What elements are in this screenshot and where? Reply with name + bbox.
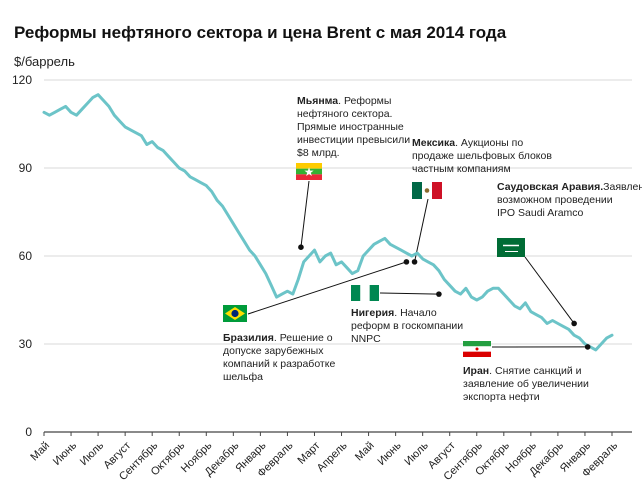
- x-tick-label: Апрель: [315, 439, 350, 474]
- annotation-text: Мексика. Аукционы по: [412, 137, 523, 149]
- annotation-line: шельфа: [223, 371, 263, 383]
- annotation-connector: [247, 261, 407, 315]
- flags: ★: [223, 163, 525, 357]
- annotation-point: [298, 244, 304, 250]
- annotation-line: продаже шельфовых блоков: [412, 150, 552, 162]
- annotation-text: Нигерия. Начало: [351, 307, 437, 319]
- annotation-line: NNPC: [351, 333, 381, 345]
- mexico-flag-icon: [412, 182, 442, 199]
- annotation-text: Мьянма. Реформы: [297, 95, 391, 107]
- annotation-connector: [414, 198, 429, 262]
- annotation-line: IPO Saudi Aramco: [497, 207, 584, 219]
- annotation-line: частным компаниям: [412, 163, 511, 175]
- annotation-line: $8 млрд.: [297, 147, 340, 159]
- annotation-line: . Решение о: [274, 332, 333, 344]
- stripe: [296, 174, 322, 180]
- annotation-connector: [524, 256, 575, 324]
- stripe: [351, 285, 361, 301]
- series: [42, 93, 614, 352]
- x-tick-labels: МайИюньИюльАвгустСентябрьОктябрьНоябрьДе…: [28, 432, 620, 483]
- annotation-line: . Снятие санкций и: [489, 365, 581, 377]
- stripe: [296, 168, 322, 175]
- iran-flag-icon: [463, 341, 491, 357]
- stripe: [296, 163, 322, 169]
- annotation-line: . Начало: [394, 307, 437, 319]
- annotation-line: компаний к разработке: [223, 358, 335, 370]
- annotation-country: Мексика: [412, 137, 455, 149]
- annotation-point: [571, 320, 577, 327]
- y-tick-label: 120: [12, 73, 32, 87]
- annotation-country: Иран: [463, 365, 489, 377]
- brazil-flag-icon: [223, 305, 247, 322]
- y-tick-label: 90: [19, 161, 33, 175]
- annotation-line: заявление об увеличении: [463, 378, 589, 390]
- saudi-flag-icon: [497, 238, 525, 257]
- annotation-text: Саудовская Аравия.Заявление о: [497, 181, 642, 193]
- series-line: [42, 93, 614, 352]
- annotation-country: Нигерия: [351, 307, 394, 319]
- y-axis-unit: $/баррель: [14, 54, 75, 69]
- y-tick-label: 0: [25, 425, 32, 439]
- globe: [231, 309, 239, 318]
- annotation-text: Иран. Снятие санкций и: [463, 365, 582, 377]
- annotation-country: Бразилия: [223, 332, 274, 344]
- x-tick-label: Май: [28, 440, 52, 464]
- annotation-point: [436, 291, 442, 297]
- annotation-country: Мьянма: [297, 95, 338, 107]
- chart-title: Реформы нефтяного сектора и цена Brent с…: [14, 23, 507, 42]
- emblem: [424, 188, 430, 193]
- annotation-line: Прямые иностранные: [297, 121, 404, 133]
- stripe: [463, 341, 491, 347]
- stripe: [463, 351, 491, 357]
- x-tick-label: Май: [353, 440, 377, 464]
- x-tick-label: Июнь: [375, 439, 403, 467]
- nigeria-flag-icon: [351, 285, 379, 301]
- annotation-line: реформ в госкомпании: [351, 320, 463, 332]
- annotation-connector: [300, 180, 310, 248]
- annotation-point: [584, 344, 591, 350]
- stripe: [360, 285, 370, 301]
- annotation-line: . Реформы: [338, 95, 391, 107]
- star-glyph: ★: [304, 165, 315, 179]
- annotation-points: [298, 244, 591, 350]
- annotation-line: Заявление о: [603, 181, 642, 193]
- annotation-line: допуске зарубежных: [223, 345, 324, 357]
- stripe: [369, 285, 379, 301]
- x-tick-label: Июнь: [51, 439, 79, 467]
- y-tick-label: 60: [19, 249, 33, 263]
- y-tick-label: 30: [19, 337, 33, 351]
- annotation-line: нефтяного сектора.: [297, 108, 392, 120]
- annotation-line: возможном проведении: [497, 194, 613, 206]
- annotation-connectors: [247, 180, 588, 348]
- annotation-line: экспорта нефти: [463, 391, 540, 403]
- annotation-point: [403, 259, 410, 265]
- emblem: [475, 347, 479, 351]
- stripe: [432, 182, 442, 199]
- stripe: [412, 182, 422, 199]
- annotation-country: Саудовская Аравия.: [497, 181, 603, 193]
- annotation-point: [411, 259, 418, 265]
- myanmar-flag-icon: ★: [296, 163, 322, 180]
- annotation-connector: [379, 292, 439, 295]
- y-tick-labels: 0 30 60 90 120: [12, 73, 32, 439]
- field: [497, 238, 525, 257]
- annotation-line: инвестиции превысили: [297, 134, 410, 146]
- annotation-text: Бразилия. Решение о: [223, 332, 333, 344]
- annotation-line: . Аукционы по: [455, 137, 523, 149]
- grid: [44, 79, 632, 433]
